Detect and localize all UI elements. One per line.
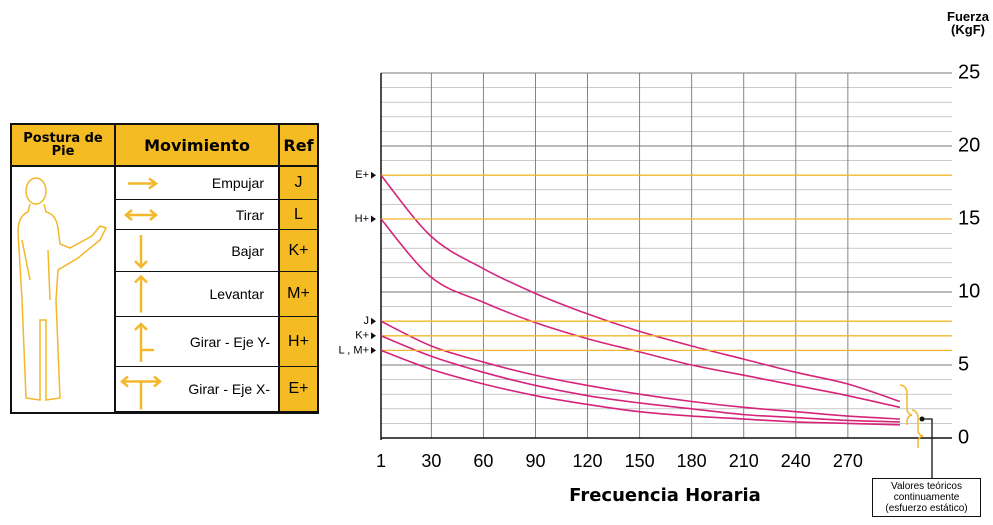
x-axis-label: Frecuencia Horaria [569,485,761,506]
label-pointer [371,172,376,179]
brace [912,410,923,448]
y-tick-label: 5 [958,353,969,375]
figure-cell [12,167,116,412]
series-label: E+ [355,169,369,181]
x-tick-label: 120 [573,451,603,471]
x-tick-label: 1 [376,451,386,471]
ref-cell: M+ [280,272,317,317]
label-pointer [371,318,376,325]
movement-cell: Tirar [116,200,280,230]
series-label: K+ [355,330,369,342]
x-tick-label: 30 [421,451,441,471]
ref-cell: K+ [280,230,317,272]
movement-cell: Levantar [116,272,280,317]
movement-cell: Girar - Eje Y- [116,317,280,367]
ref-cell: E+ [280,367,317,412]
x-tick-label: 270 [833,451,863,471]
connector [922,419,932,478]
label-pointer [371,216,376,223]
y-axis-label: Fuerza (KgF) [944,10,992,36]
x-tick-label: 180 [677,451,707,471]
x-tick-label: 90 [525,451,545,471]
movement-cell: Girar - Eje X- [116,367,280,412]
y-tick-label: 10 [958,280,980,302]
annotation: Valores teóricos continuamente (esfuerzo… [872,478,981,517]
series-label: H+ [355,213,369,225]
y-tick-label: 15 [958,207,980,229]
x-tick-label: 210 [729,451,759,471]
label-pointer [371,347,376,354]
movement-cell: Empujar [116,167,280,200]
label-pointer [371,332,376,339]
x-tick-label: 150 [625,451,655,471]
series-label: J [364,315,370,327]
y-tick-label: 25 [958,61,980,83]
brace [900,385,912,425]
y-tick-label: 20 [958,134,980,156]
x-tick-label: 60 [473,451,493,471]
ref-cell: H+ [280,317,317,367]
x-tick-label: 240 [781,451,811,471]
series-label: L , M+ [339,344,369,356]
header-cell: Ref [280,125,317,167]
curve [381,175,900,401]
page: 0 5 10 15 20 25 1 30 60 90 120 150 180 210 240 270 Frecu… [0,0,993,525]
ref-cell: L [280,200,317,230]
ref-cell: J [280,167,317,200]
movement-cell: Bajar [116,230,280,272]
y-tick-label: 0 [958,426,969,448]
header-cell: Postura de Pie [12,125,116,167]
curve [381,219,900,407]
header-cell: Movimiento [116,125,280,167]
